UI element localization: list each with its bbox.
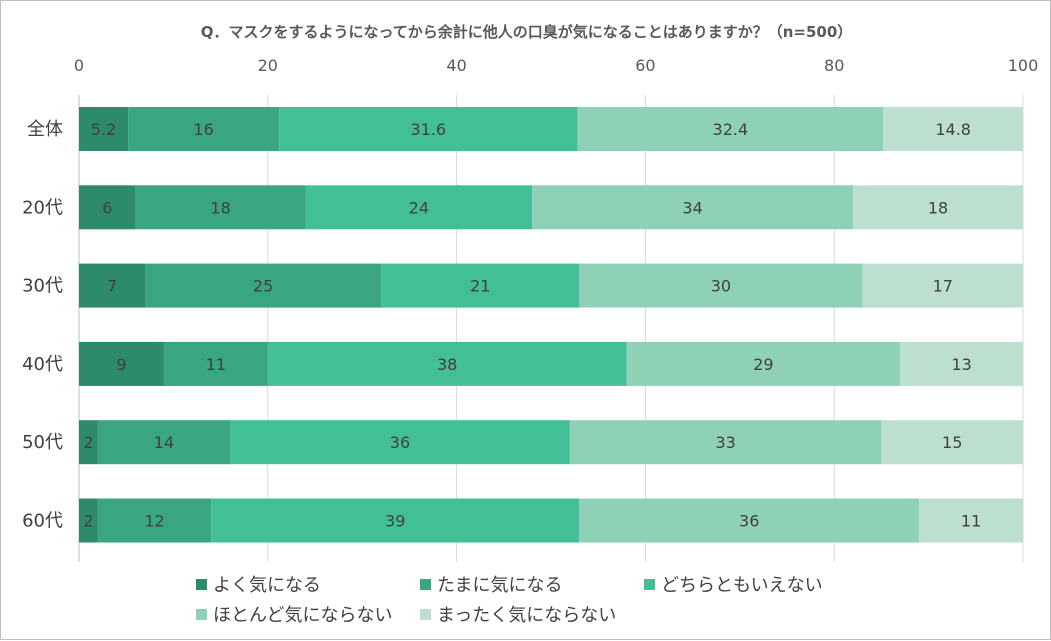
category-label-4: 50代 (22, 432, 63, 453)
legend-swatch-3 (196, 608, 207, 620)
data-label-4-4: 15 (942, 433, 962, 452)
bar-segment-2-3 (579, 263, 863, 308)
bar-segment-3-3 (626, 341, 901, 386)
data-label-1-3: 34 (682, 198, 702, 217)
data-label-0-1: 16 (193, 120, 213, 139)
bar-segment-5-3 (579, 498, 920, 543)
bar-segment-2-1 (145, 263, 382, 308)
x-tick-label-3: 60 (635, 56, 655, 75)
bar-segment-2-2 (381, 263, 580, 308)
data-label-3-4: 13 (951, 355, 971, 374)
data-label-1-4: 18 (928, 198, 948, 217)
data-label-4-3: 33 (715, 433, 735, 452)
legend-swatch-4 (420, 608, 431, 620)
bar-segment-1-1 (135, 185, 306, 230)
bar-segment-0-0 (79, 107, 129, 151)
category-label-1: 20代 (22, 197, 63, 218)
legend-swatch-0 (196, 578, 207, 590)
bar-segment-4-2 (230, 420, 570, 465)
data-label-0-3: 32.4 (713, 120, 749, 139)
data-label-2-4: 17 (933, 277, 953, 296)
data-label-4-1: 14 (154, 433, 174, 452)
data-label-2-3: 30 (711, 277, 731, 296)
legend-item-1: たまに気になる (420, 571, 644, 597)
legend-label-4: まったく気にならない (437, 605, 617, 626)
bar-segment-1-3 (532, 185, 854, 230)
bar-segment-0-4 (883, 107, 1023, 151)
data-label-2-0: 7 (107, 277, 117, 296)
category-label-0: 全体 (27, 119, 63, 140)
data-label-0-0: 5.2 (91, 120, 116, 139)
x-tick-label-1: 20 (258, 56, 278, 75)
category-label-3: 40代 (22, 354, 63, 375)
legend-label-2: どちらともいえない (661, 575, 823, 596)
bar-segment-4-1 (97, 420, 231, 465)
bar-segment-4-3 (569, 420, 882, 465)
data-label-0-2: 31.6 (410, 120, 446, 139)
data-label-4-2: 36 (390, 433, 410, 452)
data-label-3-3: 29 (753, 355, 773, 374)
legend-item-0: よく気になる (196, 571, 420, 597)
bar-segment-2-0 (79, 263, 146, 308)
legend-swatch-2 (644, 578, 655, 590)
data-label-5-0: 2 (83, 512, 93, 531)
bar-segment-0-3 (577, 107, 884, 151)
bar-segment-0-1 (128, 107, 280, 151)
data-label-0-4: 14.8 (935, 120, 971, 139)
bar-segment-1-2 (305, 185, 533, 230)
legend-label-1: たまに気になる (437, 575, 563, 596)
legend-label-0: よく気になる (213, 575, 321, 596)
data-label-1-2: 24 (409, 198, 429, 217)
data-label-5-3: 36 (739, 512, 759, 531)
data-label-1-0: 6 (102, 198, 112, 217)
data-label-5-2: 39 (385, 512, 405, 531)
chart-title: Q．マスクをするようになってから余計に他人の口臭が気になることはありますか？（n… (200, 23, 853, 41)
bar-segment-4-4 (881, 420, 1023, 465)
bar-segment-1-0 (79, 185, 136, 230)
legend-row-1: よく気になる たまに気になる どちらともいえない (196, 569, 896, 599)
bar-segment-4-0 (79, 420, 98, 465)
x-tick-label-4: 80 (824, 56, 844, 75)
bar-segment-1-4 (853, 185, 1023, 230)
x-tick-label-0: 0 (74, 56, 84, 75)
data-label-3-2: 38 (437, 355, 457, 374)
data-label-2-2: 21 (470, 277, 490, 296)
bar-segment-5-4 (919, 498, 1023, 543)
category-label-2: 30代 (22, 276, 63, 297)
legend-item-2: どちらともいえない (644, 571, 868, 597)
bar-segment-5-1 (97, 498, 212, 543)
legend-label-3: ほとんど気にならない (213, 605, 393, 626)
bar-segment-3-2 (267, 341, 627, 386)
bar-segment-3-1 (163, 341, 268, 386)
x-tick-label-2: 40 (446, 56, 466, 75)
legend-item-3: ほとんど気にならない (196, 601, 420, 627)
bar-segment-0-2 (279, 107, 578, 151)
legend-row-2: ほとんど気にならない まったく気にならない (196, 599, 896, 629)
bar-segment-5-0 (79, 498, 98, 543)
data-label-5-1: 12 (144, 512, 164, 531)
x-tick-label-5: 100 (1008, 56, 1039, 75)
bar-segment-2-4 (862, 263, 1023, 308)
category-label-5: 60代 (22, 511, 63, 532)
bar-segment-5-2 (211, 498, 580, 543)
bar-segment-3-4 (900, 341, 1023, 386)
legend: よく気になる たまに気になる どちらともいえない ほとんど気にならない まったく… (196, 569, 896, 629)
data-label-1-1: 18 (210, 198, 230, 217)
data-label-5-4: 11 (961, 512, 981, 531)
data-label-4-0: 2 (83, 433, 93, 452)
data-label-3-0: 9 (116, 355, 126, 374)
data-label-2-1: 25 (253, 277, 273, 296)
legend-swatch-1 (420, 578, 431, 590)
legend-item-4: まったく気にならない (420, 601, 644, 627)
bar-segment-3-0 (79, 341, 164, 386)
data-label-3-1: 11 (206, 355, 226, 374)
